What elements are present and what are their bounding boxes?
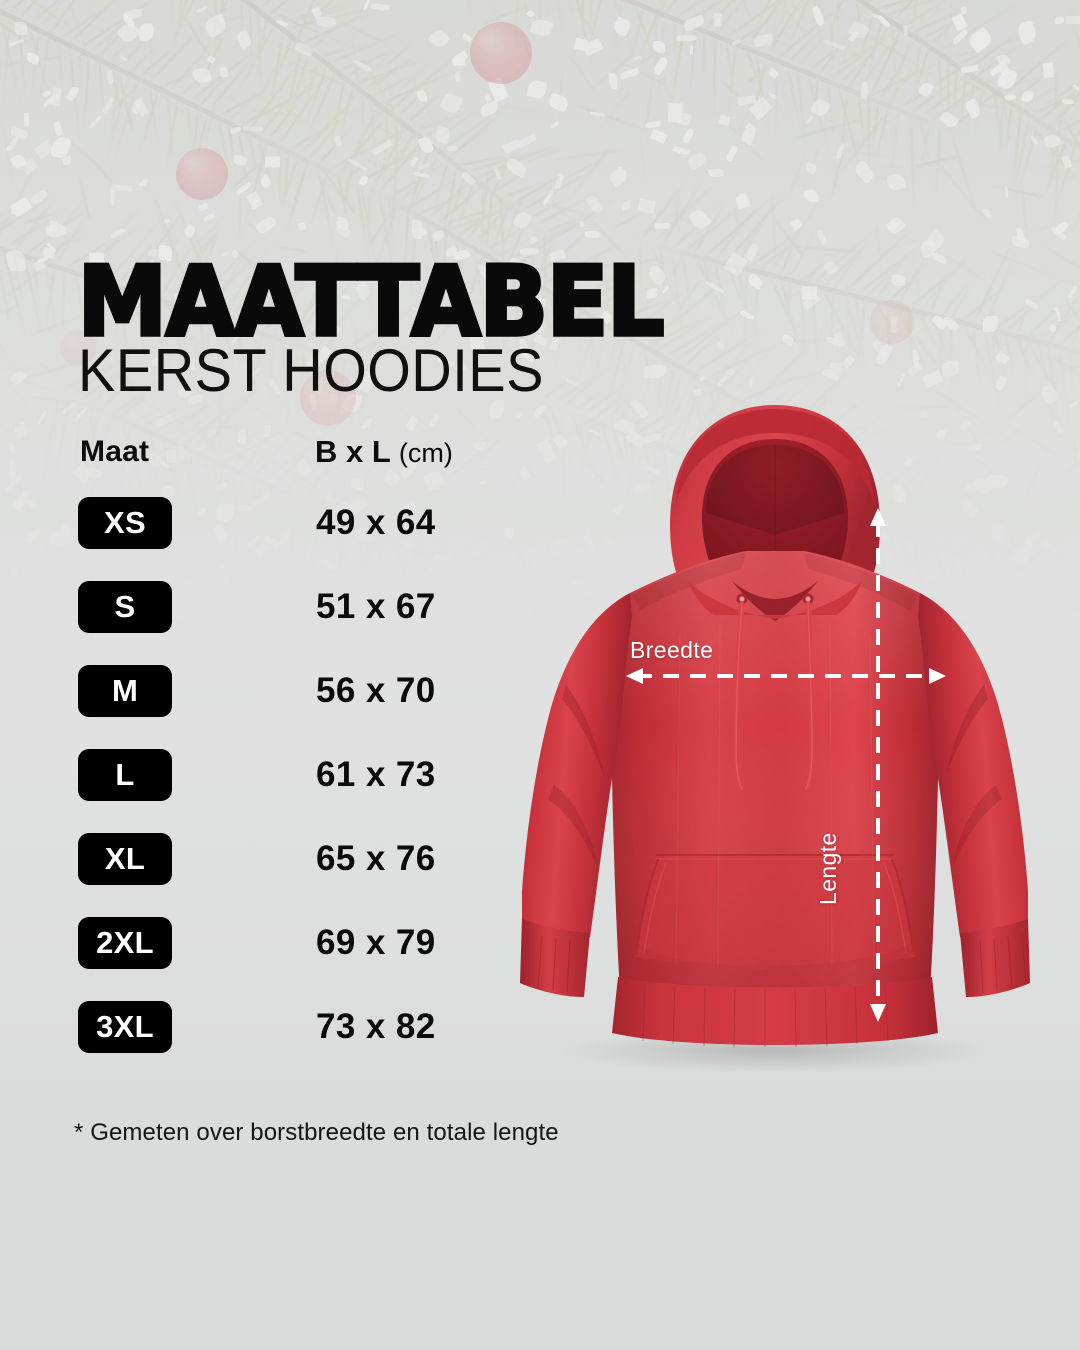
size-dimensions: 51 x 67 bbox=[316, 587, 436, 626]
size-dimensions: 65 x 76 bbox=[316, 839, 436, 878]
breedte-label: Breedte bbox=[630, 637, 714, 663]
table-row: S 51 x 67 bbox=[0, 581, 520, 635]
column-header-size: Maat bbox=[80, 435, 150, 468]
hem-rib bbox=[612, 977, 938, 1045]
table-row: XL 65 x 76 bbox=[0, 833, 520, 887]
size-dimensions: 61 x 73 bbox=[316, 755, 436, 794]
left-sleeve bbox=[522, 593, 632, 937]
kangaroo-pocket bbox=[634, 855, 916, 965]
lengte-label: Lengte bbox=[815, 832, 841, 905]
size-dimensions: 69 x 79 bbox=[316, 923, 436, 962]
table-row: XS 49 x 64 bbox=[0, 497, 520, 551]
hoodie-product-image bbox=[470, 385, 1080, 1085]
size-dimensions: 49 x 64 bbox=[316, 503, 436, 542]
size-badge: XL bbox=[78, 833, 172, 885]
table-row: M 56 x 70 bbox=[0, 665, 520, 719]
column-header-dimensions-unit: (cm) bbox=[398, 438, 453, 468]
column-header-dimensions-text: B x L bbox=[315, 434, 391, 469]
footnote: * Gemeten over borstbreedte en totale le… bbox=[74, 1119, 559, 1146]
size-badge: S bbox=[78, 581, 172, 633]
size-badge: M bbox=[78, 665, 172, 717]
right-cuff bbox=[960, 919, 1030, 997]
size-dimensions: 56 x 70 bbox=[316, 671, 436, 710]
page-subtitle: KERST HOODIES bbox=[78, 335, 545, 404]
column-header-dimensions: B x L (cm) bbox=[315, 434, 453, 470]
page-title: MAATTABEL bbox=[76, 245, 666, 358]
table-row: L 61 x 73 bbox=[0, 749, 520, 803]
drawstrings bbox=[733, 593, 815, 792]
left-cuff bbox=[520, 919, 590, 997]
size-badge: XS bbox=[78, 497, 172, 549]
neck-opening bbox=[732, 581, 818, 621]
size-dimensions: 73 x 82 bbox=[316, 1007, 436, 1046]
size-badge: 3XL bbox=[78, 1001, 172, 1053]
size-badge: L bbox=[78, 749, 172, 801]
size-badge: 2XL bbox=[78, 917, 172, 969]
table-row: 3XL 73 x 82 bbox=[0, 1001, 520, 1055]
table-row: 2XL 69 x 79 bbox=[0, 917, 520, 971]
